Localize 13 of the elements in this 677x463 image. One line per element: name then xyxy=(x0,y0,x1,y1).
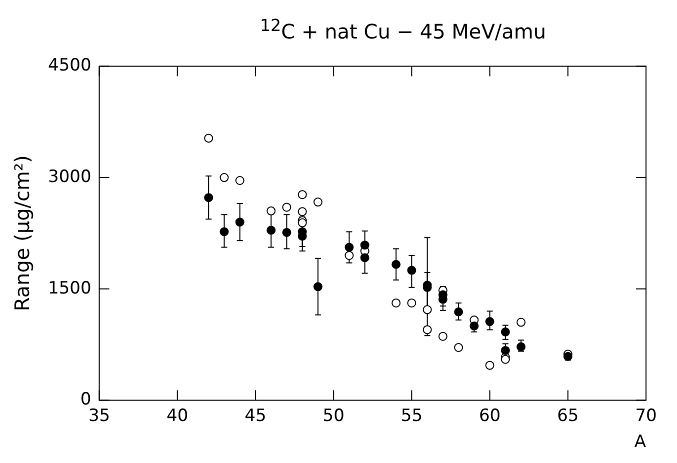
y-tick-label: 1500 xyxy=(48,278,92,298)
x-tick-label: 40 xyxy=(166,406,188,426)
y-axis-title: Range (μg/cm²) xyxy=(10,155,34,312)
x-tick-label: 65 xyxy=(557,406,579,426)
x-axis-title: A xyxy=(634,432,646,452)
x-tick-label: 60 xyxy=(478,406,501,426)
x-tick-label: 50 xyxy=(322,406,344,426)
y-tick-label: 3000 xyxy=(48,166,92,187)
x-tick-label: 70 xyxy=(635,406,657,426)
y-tick-label: 4500 xyxy=(48,56,92,76)
x-tick-label: 55 xyxy=(400,406,423,426)
x-tick-label: 45 xyxy=(244,406,266,426)
chart-title: $^{12}$C + nat Cu − 45 MeV/amu xyxy=(258,15,548,46)
